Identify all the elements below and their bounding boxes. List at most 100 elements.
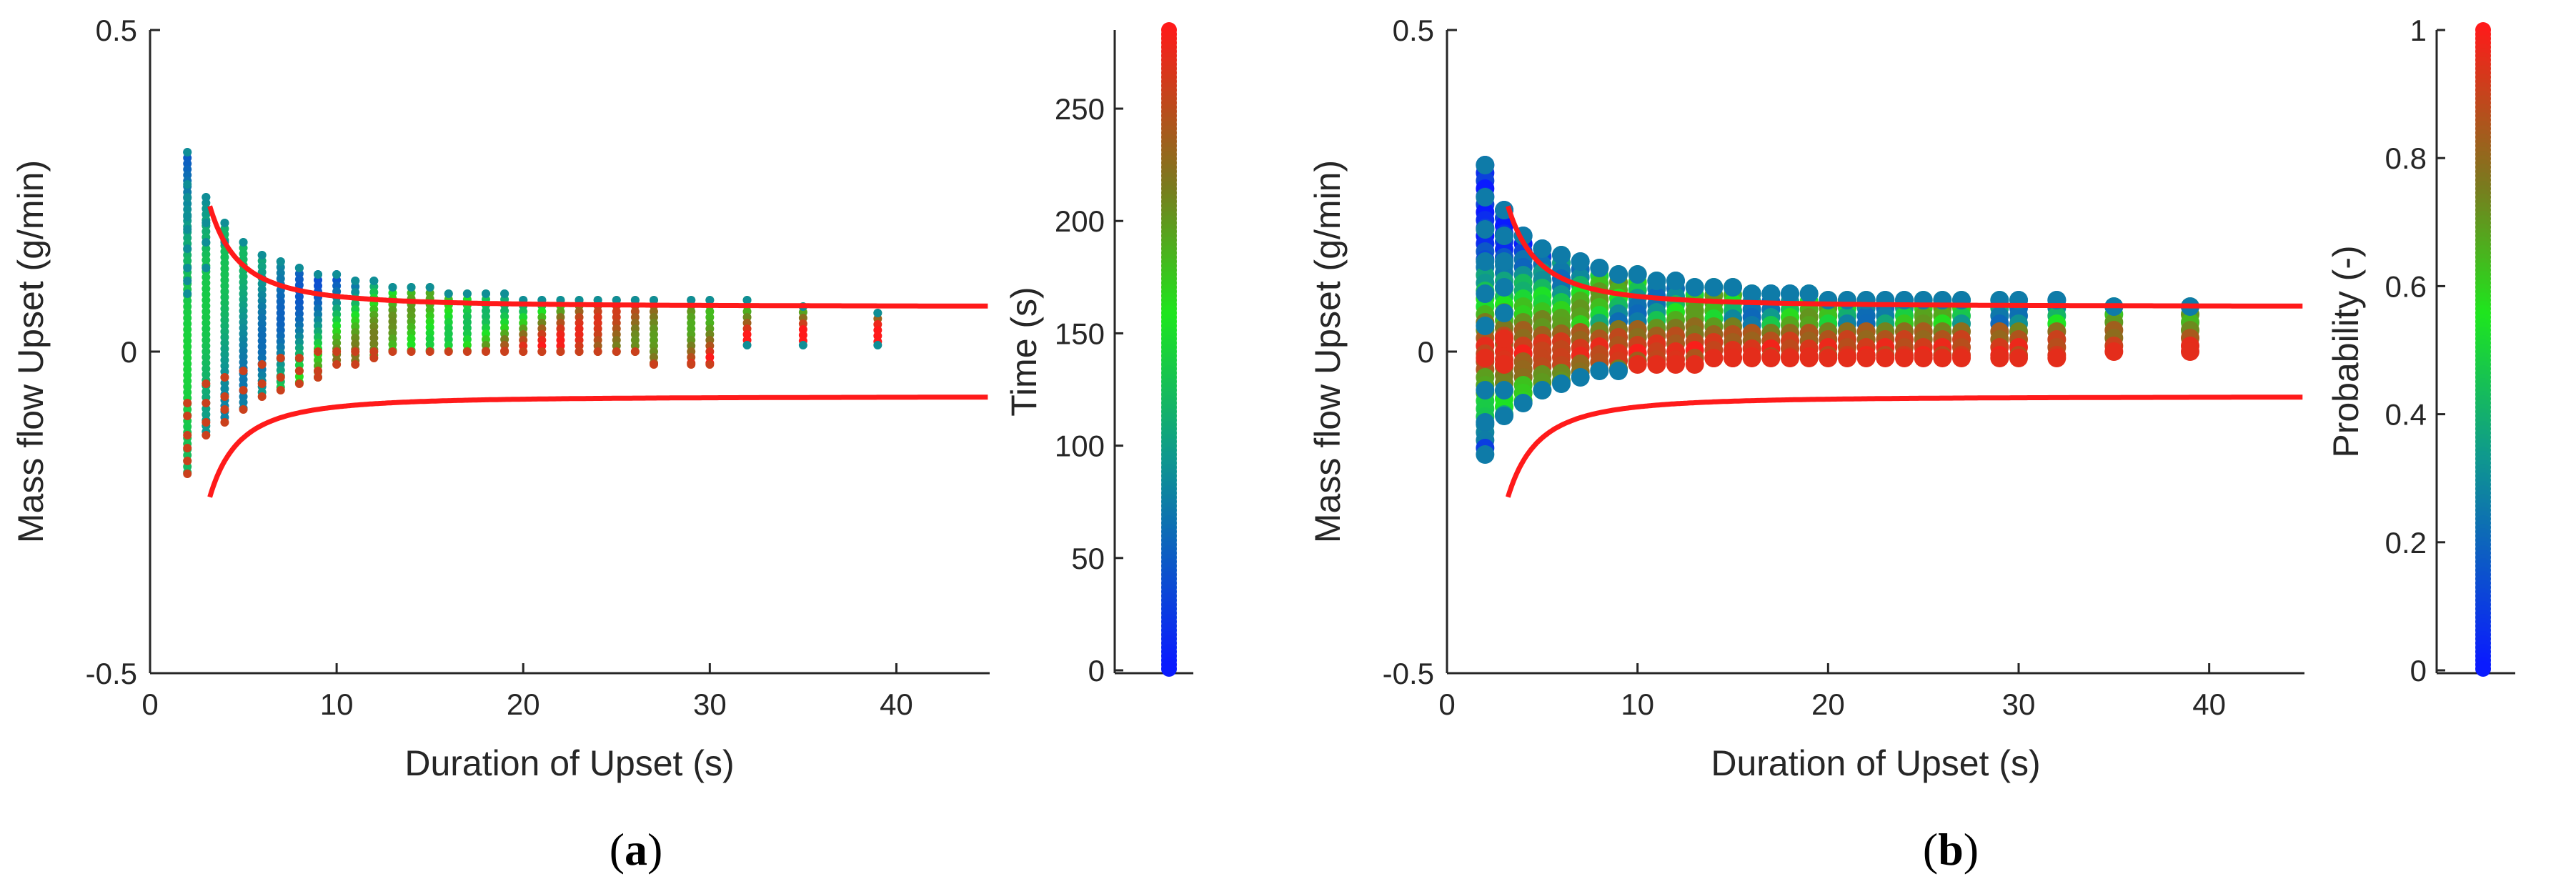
scatter-point: [1628, 265, 1647, 284]
scatter-point: [314, 373, 322, 382]
scatter-point: [369, 277, 379, 285]
scatter-point: [2009, 349, 2028, 367]
colorbar-tick-label: 0.8: [2385, 141, 2427, 175]
x-axis-label-a: Duration of Upset (s): [404, 743, 734, 783]
scatter-point: [369, 354, 379, 362]
scatter-point: [1476, 220, 1495, 239]
colorbar-a-dots: [1161, 22, 1177, 677]
scatter-point: [294, 264, 304, 272]
scatter-point: [1685, 278, 1704, 297]
scatter-point: [276, 386, 285, 394]
y-tick-label: -0.5: [1383, 657, 1434, 690]
scatter-point: [1495, 329, 1513, 348]
scatter-point: [183, 193, 192, 202]
scatter-point: [1781, 284, 1799, 303]
scatter-point: [2104, 342, 2124, 361]
scatter-point: [1647, 272, 1666, 290]
scatter-point: [650, 360, 658, 369]
scatter-point: [1571, 252, 1590, 271]
colorbar-tick-label: 250: [1055, 92, 1105, 126]
scatter-point: [314, 347, 322, 356]
scatter-point: [482, 289, 490, 298]
scatter-point: [1761, 284, 1781, 303]
scatter-point: [183, 399, 192, 407]
scatter-point: [202, 193, 211, 202]
scatter-point: [1933, 349, 1952, 367]
scatter-point: [332, 347, 342, 356]
scatter-point: [705, 360, 715, 369]
scatter-point: [1476, 284, 1495, 303]
scatter-point: [444, 347, 453, 356]
scatter-point: [332, 270, 342, 279]
scatter-point: [798, 341, 807, 349]
panel-b: 0 10 20 30 40 -0.500.5 Duration of Upset (s)…: [1308, 14, 2515, 875]
scatter-point: [220, 219, 229, 227]
scatter-point: [1704, 278, 1724, 297]
scatter-point: [1742, 349, 1761, 367]
scatter-point: [220, 392, 229, 401]
scatter-point: [873, 341, 882, 349]
y-tick-label: -0.5: [86, 657, 137, 690]
scatter-point: [537, 347, 547, 356]
scatter-point: [1476, 317, 1495, 335]
colorbar-tick-label: 100: [1055, 429, 1105, 463]
scatter-point: [1495, 355, 1513, 374]
scatter-point: [220, 418, 229, 427]
x-tick-label: 40: [880, 687, 913, 721]
lower-bound-curve-a: [207, 394, 988, 498]
colorbar-b-label: Probability (-): [2326, 245, 2366, 457]
plot-area-b: [1447, 30, 2304, 673]
scatter-point: [425, 283, 434, 292]
colorbar-tick-label: 1: [2410, 14, 2427, 47]
y-tick-label: 0.5: [1393, 14, 1434, 47]
scatter-point: [183, 244, 192, 253]
scatter-point: [687, 296, 696, 304]
scatter-point: [1666, 355, 1685, 374]
scatter-point: [351, 360, 360, 369]
scatter-point: [650, 296, 658, 304]
scatter-point: [1609, 265, 1628, 284]
panel-letter-a: a: [625, 824, 647, 875]
scatter-point: [1552, 374, 1571, 393]
y-axis-label-b: Mass flow Upset (g/min): [1308, 160, 1348, 543]
scatter-point: [612, 347, 621, 356]
colorbar-tick-label: 0: [1088, 654, 1105, 687]
scatter-point: [183, 289, 192, 298]
scatter-point: [742, 296, 752, 304]
scatter-point: [202, 379, 211, 388]
scatter-point: [1952, 349, 1971, 367]
x-axis-label-b: Duration of Upset (s): [1711, 743, 2040, 783]
colorbar-tick-label: 50: [1071, 542, 1105, 575]
scatter-point: [239, 405, 248, 414]
scatter-point: [462, 347, 472, 356]
scatter-point: [1495, 252, 1513, 271]
scatter-point: [1476, 445, 1495, 464]
scatter-point: [314, 270, 322, 279]
x-tick-label: 10: [320, 687, 354, 721]
scatter-point: [202, 219, 211, 227]
scatter-point: [1628, 355, 1647, 374]
scatter-point: [407, 283, 416, 292]
panel-label-a: (a): [610, 824, 663, 875]
scatter-point: [257, 392, 267, 401]
scatter-point: [202, 431, 211, 439]
colorbar-a-label: Time (s): [1004, 287, 1044, 416]
scatter-point: [183, 277, 192, 285]
panel-a: 0 10 20 30 40 -0.500.5 Duration of Upset (s)…: [11, 14, 1193, 875]
scatter-point: [1724, 349, 1742, 367]
colorbar-tick-label: 0.4: [2385, 398, 2427, 432]
scatter-point: [1761, 349, 1781, 367]
scatter-point: [276, 257, 285, 266]
scatter-point: [183, 431, 192, 439]
scatter-point: [1819, 291, 1838, 309]
scatter-point: [519, 347, 528, 356]
scatter-point: [220, 373, 229, 382]
x-tick-label: 40: [2192, 687, 2226, 721]
scatter-point: [742, 341, 752, 349]
scatter-point: [630, 347, 640, 356]
upper-bound-curve-b: [1505, 205, 2303, 309]
scatter-point: [276, 354, 285, 362]
scatter-point: [351, 347, 360, 356]
y-tick-label: 0.5: [96, 14, 137, 47]
scatter-point: [462, 289, 472, 298]
